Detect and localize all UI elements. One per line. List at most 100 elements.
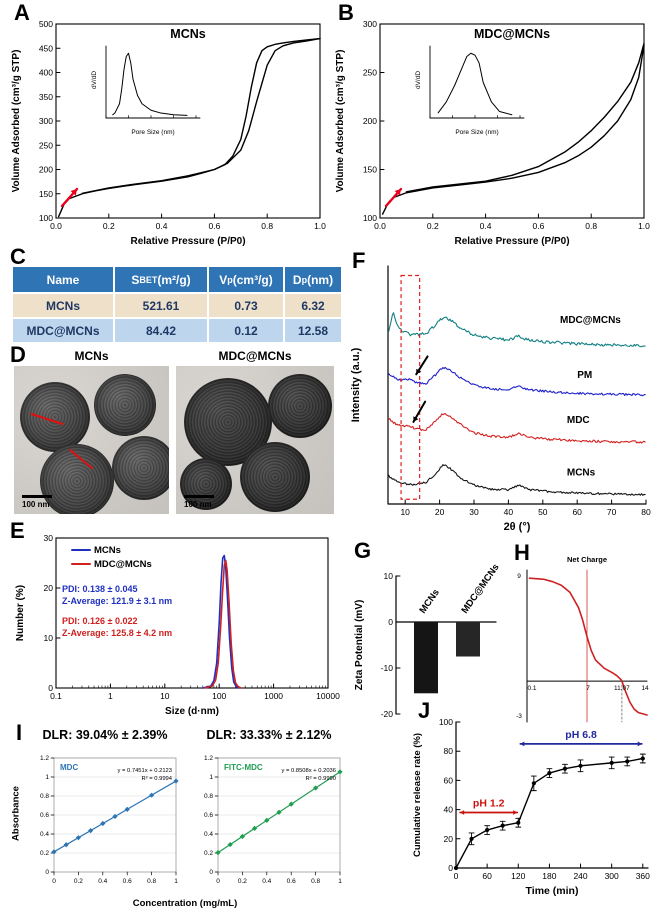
svg-text:0.4: 0.4 [98, 878, 107, 885]
svg-text:60: 60 [444, 775, 454, 785]
svg-text:0.8: 0.8 [40, 793, 49, 800]
svg-text:Pore Size (nm): Pore Size (nm) [455, 129, 498, 136]
svg-text:R² = 0.9990: R² = 0.9990 [306, 776, 336, 782]
svg-text:R² = 0.9994: R² = 0.9994 [142, 776, 173, 782]
table-row: MDC@MCNs 84.42 0.12 12.58 [12, 318, 342, 343]
svg-text:30: 30 [44, 533, 54, 543]
table-cell: 0.12 [208, 318, 284, 343]
svg-text:60: 60 [572, 507, 582, 517]
svg-text:MDC@MCNs: MDC@MCNs [474, 27, 550, 41]
svg-text:MDC@MCNs: MDC@MCNs [560, 315, 621, 326]
tem-title-mdc-mcns: MDC@MCNs [218, 349, 292, 363]
svg-text:FITC-MDC: FITC-MDC [224, 763, 263, 772]
svg-text:100: 100 [363, 213, 377, 223]
svg-text:Net Charge: Net Charge [567, 555, 607, 564]
svg-text:Volume Adsorbed (cm³/g STP): Volume Adsorbed (cm³/g STP) [335, 50, 346, 193]
svg-text:Size (d·nm): Size (d·nm) [165, 706, 219, 717]
svg-text:0.6: 0.6 [532, 221, 544, 231]
calibration-chart-fitc-mdc: 0 0.2 0.4 0.6 0.8 1 0 0.2 0.4 0.6 0.8 1 1.2 FITC-MDC y… [204, 755, 343, 885]
svg-text:360: 360 [636, 871, 650, 881]
nanoparticle [180, 458, 232, 510]
svg-text:0.8: 0.8 [585, 221, 597, 231]
svg-text:0.4: 0.4 [204, 831, 213, 838]
svg-text:40: 40 [444, 805, 454, 815]
svg-text:0: 0 [454, 871, 459, 881]
scale-bar: 100 nm [22, 495, 52, 509]
absorbance-axis-label: Absorbance [10, 786, 22, 841]
svg-text:0.8: 0.8 [261, 221, 273, 231]
table-cell: 84.42 [114, 318, 208, 343]
calibration-chart-mdc: 0 0.2 0.4 0.6 0.8 1 0 0.2 0.4 0.6 0.8 1 1.2 MDC y = 0.… [40, 755, 179, 885]
svg-text:0: 0 [48, 683, 53, 693]
svg-text:20: 20 [444, 834, 454, 844]
table-cell: 0.73 [208, 293, 284, 318]
scale-bar-line [22, 495, 52, 498]
table-header-name: Name [12, 266, 114, 293]
svg-text:10: 10 [160, 691, 170, 701]
svg-text:150: 150 [363, 165, 377, 175]
dlr-title-fitc-mdc: DLR: 33.33% ± 2.12% [206, 728, 332, 742]
svg-text:0.6: 0.6 [123, 878, 132, 885]
svg-text:1.0: 1.0 [314, 221, 326, 231]
svg-text:2θ (°): 2θ (°) [504, 521, 531, 533]
table-row: MCNs 521.61 0.73 6.32 [12, 293, 342, 318]
zeta-potential-chart: 10 0 -10 -20 MCNs MDC@MCNs Zeta Potential (mV) [354, 562, 502, 719]
svg-text:1.2: 1.2 [204, 755, 213, 762]
svg-text:20: 20 [44, 583, 54, 593]
svg-text:Relative Pressure (P/P0): Relative Pressure (P/P0) [130, 236, 245, 247]
tem-image-mcns: 100 nm [14, 366, 169, 514]
svg-text:0.4: 0.4 [480, 221, 492, 231]
nanoparticle [268, 374, 332, 438]
svg-text:20: 20 [435, 507, 445, 517]
svg-text:0: 0 [45, 869, 49, 876]
svg-text:10: 10 [400, 507, 410, 517]
panel-label-b: B [338, 0, 354, 25]
svg-text:pH 6.8: pH 6.8 [565, 729, 597, 741]
svg-text:0.4: 0.4 [156, 221, 168, 231]
svg-text:10: 10 [384, 571, 394, 581]
svg-text:Cumulative release rate (%): Cumulative release rate (%) [412, 733, 423, 857]
svg-text:400: 400 [39, 68, 53, 78]
svg-text:180: 180 [542, 871, 556, 881]
scale-bar-label: 100 nm [184, 500, 212, 509]
svg-text:100: 100 [439, 717, 453, 727]
concentration-axis-label: Concentration (mg/mL) [132, 898, 238, 909]
svg-text:30: 30 [469, 507, 479, 517]
svg-text:0.2: 0.2 [103, 221, 115, 231]
svg-text:14: 14 [641, 685, 649, 692]
svg-text:PM: PM [577, 370, 592, 381]
svg-text:250: 250 [39, 140, 53, 150]
svg-text:0.8: 0.8 [311, 878, 320, 885]
svg-text:0.2: 0.2 [427, 221, 439, 231]
svg-text:Z-Average: 125.8 ± 4.2 nm: Z-Average: 125.8 ± 4.2 nm [62, 628, 172, 638]
svg-text:250: 250 [363, 68, 377, 78]
table-header-sbet: S BET (m²/g) [114, 266, 208, 293]
svg-text:MCNs: MCNs [417, 587, 441, 615]
svg-text:MCNs: MCNs [567, 467, 596, 478]
dlr-title-mdc: DLR: 39.04% ± 2.39% [42, 728, 168, 742]
svg-text:0.8: 0.8 [147, 878, 156, 885]
svg-text:-20: -20 [381, 709, 394, 719]
svg-text:Intensity (a.u.): Intensity (a.u.) [350, 347, 362, 422]
svg-text:1: 1 [338, 878, 342, 885]
svg-text:Time (min): Time (min) [526, 885, 579, 897]
svg-text:0.8: 0.8 [204, 793, 213, 800]
svg-text:-3: -3 [516, 713, 522, 720]
table-cell: 6.32 [284, 293, 342, 318]
svg-text:0.4: 0.4 [262, 878, 271, 885]
svg-text:0: 0 [448, 863, 453, 873]
svg-text:Z-Average: 121.9 ± 3.1 nm: Z-Average: 121.9 ± 3.1 nm [62, 596, 172, 606]
svg-text:Pore Size (nm): Pore Size (nm) [131, 129, 174, 136]
svg-text:Volume Adsorbed (cm³/g STP): Volume Adsorbed (cm³/g STP) [11, 50, 22, 193]
nanoparticle [240, 442, 310, 512]
svg-text:1: 1 [174, 878, 178, 885]
svg-text:300: 300 [363, 19, 377, 29]
net-charge-ph-chart: Net Charge 0.1 7 11.07 14 9 -3 [516, 555, 649, 723]
svg-text:0.1: 0.1 [50, 691, 62, 701]
tem-image-mdc-mcns: 100 nm [176, 366, 334, 514]
svg-text:11.07: 11.07 [614, 685, 630, 692]
svg-text:200: 200 [363, 116, 377, 126]
